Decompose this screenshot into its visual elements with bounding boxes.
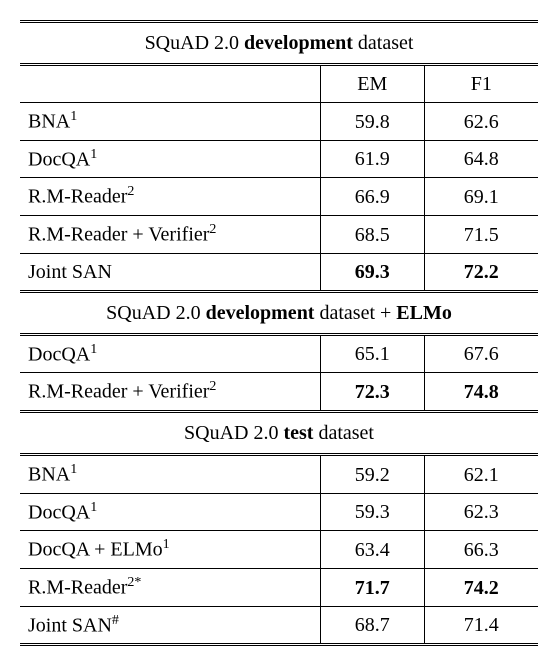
f1-cell: 66.3 <box>424 531 538 569</box>
method-cell: BNA1 <box>20 454 320 493</box>
em-cell: 65.1 <box>320 334 424 373</box>
f1-cell: 67.6 <box>424 334 538 373</box>
f1-cell: 62.1 <box>424 454 538 493</box>
method-cell: DocQA1 <box>20 334 320 373</box>
method-cell: R.M-Reader + Verifier2 <box>20 373 320 412</box>
method-cell: R.M-Reader2* <box>20 568 320 606</box>
f1-cell: 62.6 <box>424 103 538 141</box>
col-header-em: EM <box>320 65 424 103</box>
f1-cell: 62.3 <box>424 493 538 531</box>
section-title: SQuAD 2.0 test dataset <box>20 411 538 454</box>
em-cell: 59.2 <box>320 454 424 493</box>
em-cell: 66.9 <box>320 178 424 216</box>
em-cell: 72.3 <box>320 373 424 412</box>
f1-cell: 71.4 <box>424 606 538 645</box>
em-cell: 69.3 <box>320 253 424 291</box>
em-cell: 61.9 <box>320 140 424 178</box>
f1-cell: 71.5 <box>424 215 538 253</box>
f1-cell: 74.8 <box>424 373 538 412</box>
f1-cell: 64.8 <box>424 140 538 178</box>
blank-cell <box>20 65 320 103</box>
section-title: SQuAD 2.0 development dataset <box>20 22 538 65</box>
em-cell: 68.5 <box>320 215 424 253</box>
method-cell: R.M-Reader + Verifier2 <box>20 215 320 253</box>
col-header-f1: F1 <box>424 65 538 103</box>
em-cell: 59.3 <box>320 493 424 531</box>
f1-cell: 69.1 <box>424 178 538 216</box>
method-cell: Joint SAN# <box>20 606 320 645</box>
method-cell: Joint SAN <box>20 253 320 291</box>
em-cell: 63.4 <box>320 531 424 569</box>
em-cell: 59.8 <box>320 103 424 141</box>
em-cell: 68.7 <box>320 606 424 645</box>
method-cell: DocQA1 <box>20 493 320 531</box>
f1-cell: 72.2 <box>424 253 538 291</box>
results-table: SQuAD 2.0 development dataset EMF1BNA159… <box>20 20 538 646</box>
method-cell: R.M-Reader2 <box>20 178 320 216</box>
method-cell: BNA1 <box>20 103 320 141</box>
f1-cell: 74.2 <box>424 568 538 606</box>
method-cell: DocQA1 <box>20 140 320 178</box>
em-cell: 71.7 <box>320 568 424 606</box>
section-title: SQuAD 2.0 development dataset + ELMo <box>20 291 538 334</box>
method-cell: DocQA + ELMo1 <box>20 531 320 569</box>
